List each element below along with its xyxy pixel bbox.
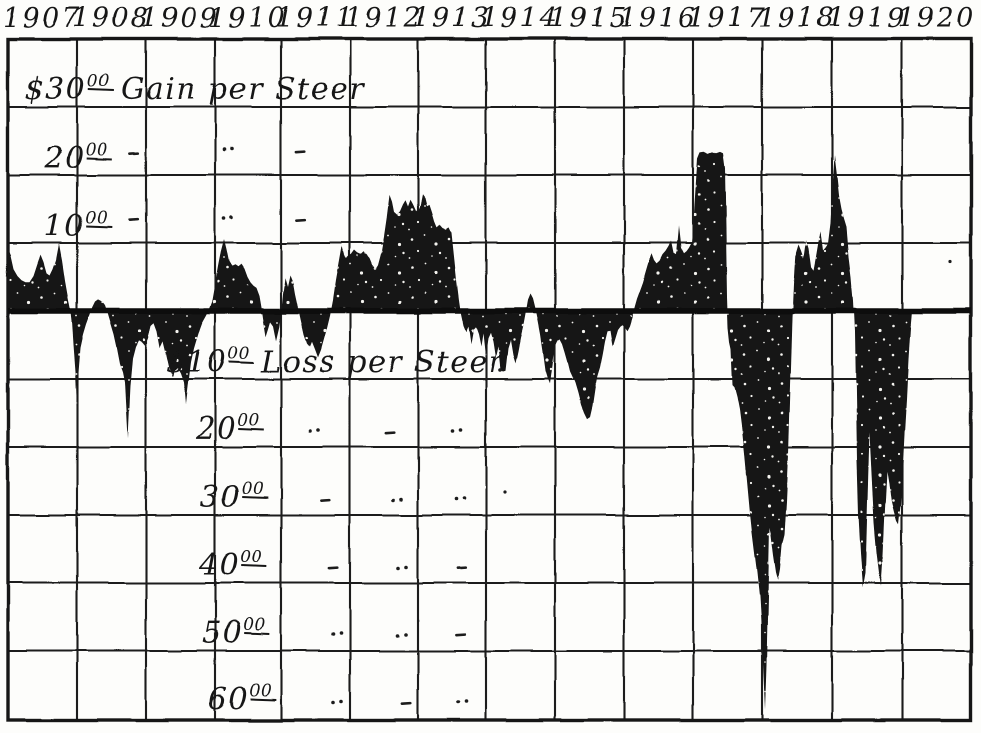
axis-value-label: $3000 Gain per Steer [25, 71, 365, 107]
axis-value-label: 1000 [44, 208, 108, 244]
year-label-1909: 1909 [141, 3, 220, 34]
chart-border [6, 37, 973, 722]
axis-value-label: 2000 [43, 140, 108, 176]
leader-dash [328, 566, 340, 570]
axis-value-label: 2000 [195, 411, 260, 447]
year-label-1907: 1907 [3, 3, 82, 34]
cents-underline [87, 88, 114, 91]
leader-dot [451, 429, 455, 433]
leader-dash [128, 218, 140, 222]
year-label-1913: 1913 [413, 3, 492, 34]
year-labels: 1907190819091910191119121913191419151916… [3, 3, 976, 34]
leader-dash [295, 150, 307, 154]
year-label-1914: 1914 [481, 3, 560, 34]
cents-underline [86, 157, 112, 160]
leader-dot [331, 700, 335, 704]
cents-underline [228, 361, 255, 364]
year-label-1920: 1920 [897, 3, 976, 34]
leader-marks [126, 147, 952, 706]
leader-dot [404, 632, 408, 636]
leader-dot [230, 147, 234, 151]
stray-ink-dot [126, 396, 130, 400]
leader-dot [222, 216, 226, 220]
year-label-1919: 1919 [828, 3, 907, 34]
leader-dash [456, 633, 468, 637]
axis-value-label: 3000 [200, 479, 264, 515]
leader-dot [339, 631, 343, 635]
axis-value-label: 5000 [202, 615, 266, 651]
leader-dash [456, 566, 468, 570]
year-label-1918: 1918 [758, 3, 837, 34]
stray-ink-dot [948, 260, 952, 264]
year-label-1916: 1916 [619, 3, 698, 34]
leader-dash [384, 431, 396, 435]
leader-dash [128, 151, 140, 155]
leader-dot [459, 428, 463, 432]
scan-speckle-texture [8, 151, 912, 710]
year-label-1915: 1915 [550, 3, 629, 34]
cents-underline [241, 564, 267, 567]
axis-value-label: 4000 [198, 547, 263, 583]
value-labels: $3000 Gain per Steer 2000 1000 $1000 Loss p… [25, 71, 504, 717]
leader-dot [498, 368, 502, 372]
cents-underline [238, 428, 264, 431]
leader-dot [396, 633, 400, 637]
axis-value-label: 6000 [208, 681, 272, 717]
leader-dot [222, 148, 226, 152]
year-label-1910: 1910 [209, 3, 288, 34]
year-label-1912: 1912 [345, 3, 424, 34]
axis-value-label: $1000 Loss per Steer [166, 344, 504, 380]
leader-dot [391, 498, 395, 502]
leader-dash [295, 218, 307, 222]
profit-loss-area [8, 151, 912, 710]
cents-underline [242, 496, 268, 499]
stray-ink-dot [503, 490, 507, 494]
leader-dot [308, 429, 312, 433]
leader-dot [316, 428, 320, 432]
year-label-1908: 1908 [72, 3, 151, 34]
leader-dot [404, 565, 408, 569]
leader-dot [462, 496, 466, 500]
leader-dot [339, 699, 343, 703]
leader-dot [331, 632, 335, 636]
leader-dot [464, 699, 468, 703]
leader-dot [396, 566, 400, 570]
leader-dot [230, 215, 234, 219]
year-label-1911: 1911 [276, 3, 355, 34]
cents-underline [250, 698, 276, 701]
cents-underline [86, 225, 112, 228]
leader-dot [456, 700, 460, 704]
year-label-1917: 1917 [688, 3, 767, 34]
cents-underline [244, 632, 270, 635]
leader-dot [454, 497, 458, 501]
leader-dot [399, 497, 403, 501]
leader-dash [320, 498, 332, 502]
leader-dash [401, 702, 413, 706]
